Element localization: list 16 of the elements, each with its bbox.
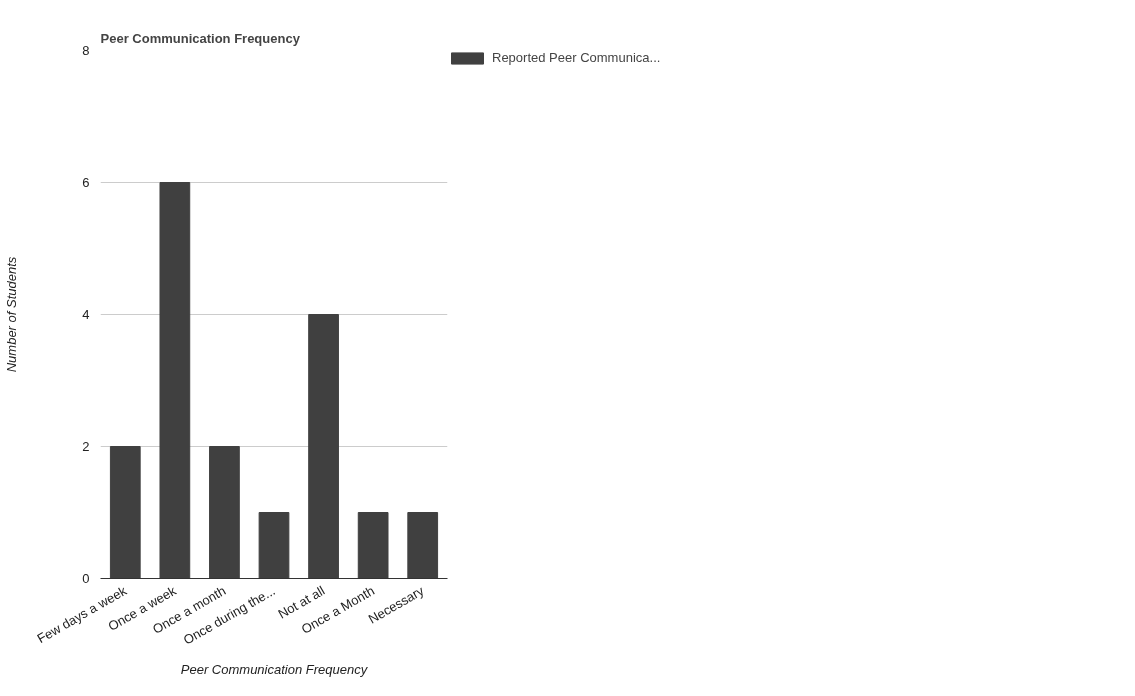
bar	[258, 512, 290, 579]
y-tick-label: 8	[82, 43, 90, 58]
y-tick-label: 2	[82, 439, 90, 454]
x-axis-title: Peer Communication Frequency	[180, 662, 369, 678]
bar	[159, 182, 191, 579]
y-tick-label: 6	[82, 175, 90, 190]
legend-label: Reported Peer Communica...	[492, 50, 661, 65]
bar	[209, 446, 240, 579]
bar	[308, 314, 339, 579]
bar	[407, 512, 439, 579]
bar	[109, 446, 141, 579]
y-tick-label: 4	[82, 307, 90, 322]
y-axis-title: Number of Students	[4, 256, 20, 373]
bar	[357, 512, 389, 579]
y-tick-label: 0	[82, 571, 90, 586]
chart-title: Peer Communication Frequency	[100, 30, 301, 46]
